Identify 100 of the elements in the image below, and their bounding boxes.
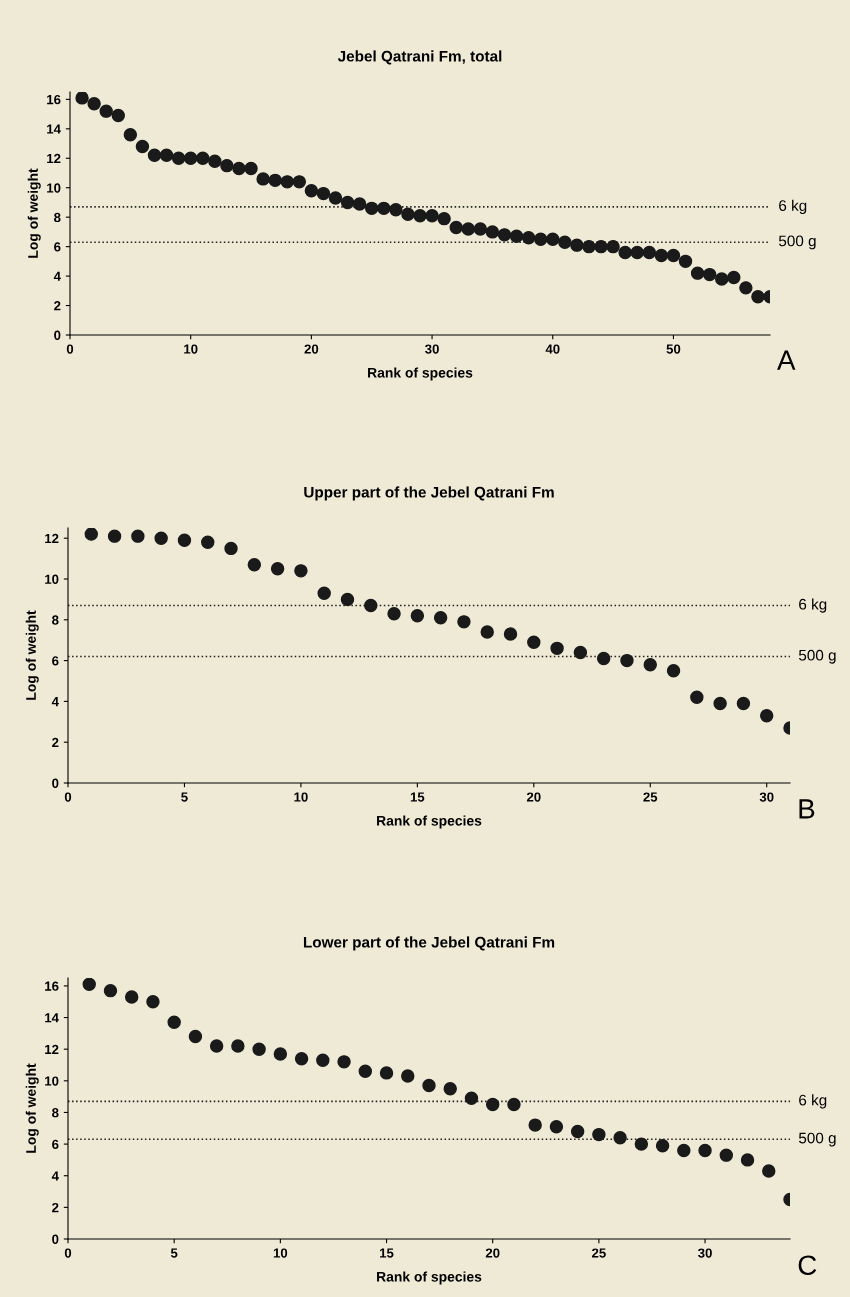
ref-line-label: 6 kg [799,598,827,613]
point [655,1138,670,1153]
x-tick-label: 10 [184,344,198,354]
ref-line-label: 500 g [778,235,816,250]
point [464,1091,479,1105]
point [643,657,657,672]
point [739,281,753,295]
point [340,195,355,210]
chart-title: Lower part of the Jebel Qatrani Fm [303,936,555,951]
point [304,183,319,198]
x-tick-label: 20 [485,1248,500,1258]
point [358,1064,373,1079]
point [461,222,475,236]
point [751,290,765,304]
x-tick-label: 50 [666,344,681,354]
point [292,175,307,189]
point [533,232,548,246]
point [377,201,391,216]
point [131,529,145,543]
point [582,239,596,254]
y-tick-label: 16 [47,94,61,105]
y-tick-label: 16 [45,981,59,991]
point [443,1082,457,1096]
y-tick-label: 12 [45,533,59,543]
point [558,235,572,249]
point [449,220,463,235]
point [316,1053,330,1067]
y-tick-label: 10 [45,574,59,584]
point [485,1097,500,1112]
x-axis-title: Rank of species [377,1271,482,1285]
point [713,696,727,711]
y-tick-label: 0 [54,330,61,340]
x-tick-label: 25 [592,1248,606,1258]
point [690,690,704,705]
point [244,161,258,176]
point [698,1143,712,1158]
point [231,1039,245,1053]
point [527,635,541,649]
ref-line-label: 6 kg [779,199,807,214]
point [509,229,524,244]
y-tick-label: 6 [54,242,61,252]
point [606,239,620,254]
x-axis-title: Rank of species [377,815,482,829]
point [596,651,611,666]
point [340,592,355,607]
point [87,97,101,111]
y-axis-title: Log of weight [27,168,41,258]
x-tick-label: 5 [181,792,188,802]
y-tick-label: 8 [54,212,61,223]
point [146,995,160,1009]
point [167,1015,181,1029]
point [521,231,536,245]
point [183,151,198,165]
point [209,1039,224,1053]
point [437,211,451,226]
x-tick-label: 30 [759,792,774,802]
x-tick-label: 10 [294,792,308,802]
point [256,172,270,186]
y-tick-label: 0 [52,1234,59,1244]
point [232,161,246,176]
y-tick-label: 2 [54,301,61,311]
point [736,696,751,711]
point [573,645,588,660]
point [270,562,285,576]
point [82,978,96,992]
point [592,1127,606,1142]
point [135,139,150,154]
point [111,108,125,123]
x-tick-label: 15 [380,1248,394,1258]
point [201,535,215,549]
y-tick-label: 10 [45,1076,59,1086]
point [103,983,118,998]
x-tick-label: 40 [545,344,560,354]
point [208,154,222,168]
point [247,558,262,572]
point [546,232,560,246]
point [425,209,439,223]
point [473,222,488,236]
point [677,1143,691,1158]
point [337,1055,351,1069]
point [294,564,308,578]
y-tick-label: 4 [53,271,61,281]
point [280,175,294,189]
point [294,1051,309,1066]
point [422,1078,436,1093]
x-tick-label: 10 [273,1248,288,1258]
y-tick-label: 2 [52,737,59,747]
x-tick-label: 20 [304,344,319,354]
point [678,254,693,269]
point [480,625,494,639]
point [352,197,367,211]
point [365,201,379,216]
x-tick-label: 15 [410,792,425,802]
y-tick-label: 2 [52,1202,59,1213]
point [613,1131,627,1145]
y-tick-label: 8 [52,615,59,625]
text: B [799,799,815,819]
point [107,529,122,543]
point [364,598,378,613]
point [762,1164,776,1178]
